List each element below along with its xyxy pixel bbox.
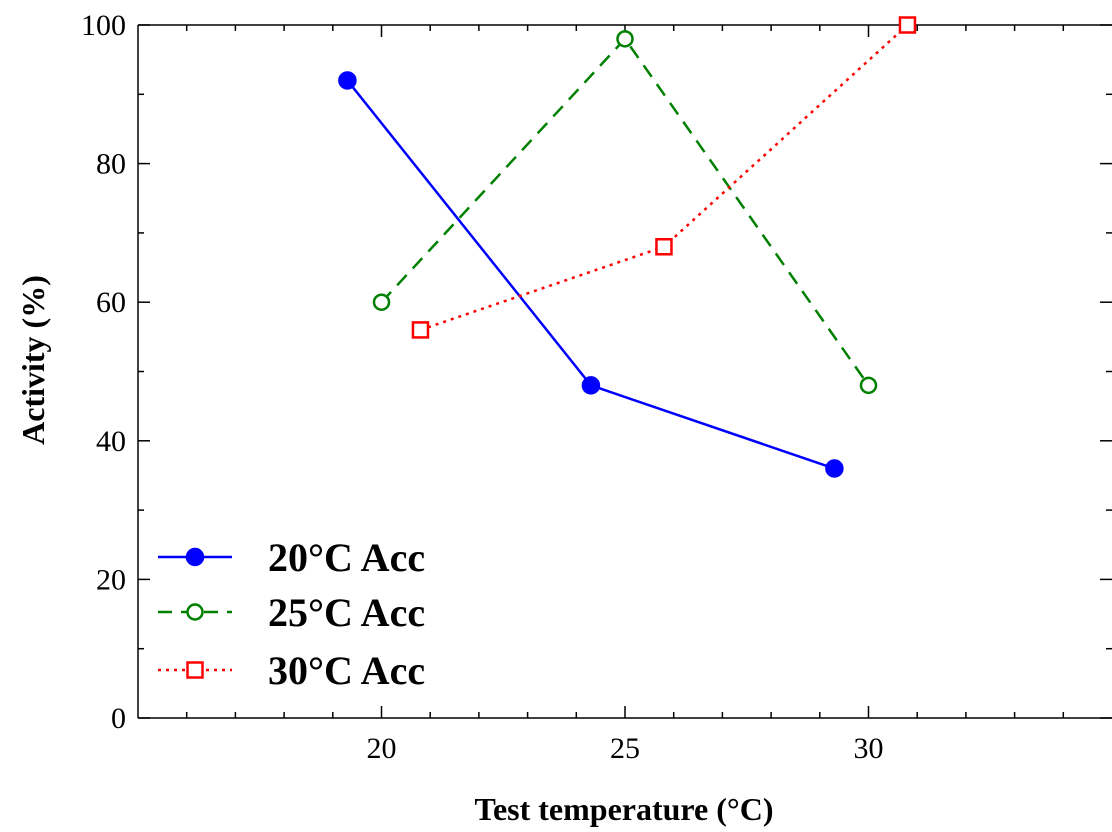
y-tick-label: 60 bbox=[96, 286, 126, 319]
data-point bbox=[655, 238, 673, 256]
legend-marker bbox=[186, 661, 204, 679]
legend-item: 25°C Acc bbox=[158, 590, 425, 635]
legend-label: 25°C Acc bbox=[268, 590, 425, 635]
data-point bbox=[825, 459, 844, 478]
y-tick-label: 0 bbox=[111, 702, 126, 735]
series-3 bbox=[411, 16, 917, 339]
y-axis-title: Activity (%) bbox=[15, 275, 51, 445]
y-tick-label: 20 bbox=[96, 563, 126, 596]
series-line bbox=[420, 24, 909, 332]
y-tick-label: 100 bbox=[81, 9, 126, 42]
legend-item: 30°C Acc bbox=[158, 648, 425, 693]
legend: 20°C Acc 25°C Acc 30°C Acc bbox=[158, 535, 425, 693]
legend-label: 20°C Acc bbox=[268, 535, 425, 580]
y-axis-ticks: 0 20 40 60 80 100 bbox=[81, 9, 1112, 735]
legend-marker bbox=[185, 547, 205, 567]
x-axis-ticks: 20 25 30 bbox=[185, 25, 1065, 765]
data-point bbox=[372, 293, 391, 311]
data-point bbox=[411, 321, 430, 339]
series-line bbox=[380, 36, 870, 387]
data-point bbox=[338, 71, 357, 90]
data-point bbox=[898, 16, 917, 34]
x-axis-title: Test temperature (°C) bbox=[475, 791, 774, 827]
data-point bbox=[859, 376, 878, 395]
legend-item: 20°C Acc bbox=[158, 535, 425, 580]
data-point bbox=[616, 30, 634, 48]
series-1 bbox=[338, 71, 844, 478]
series-line bbox=[346, 79, 835, 470]
legend-marker bbox=[186, 603, 204, 621]
y-tick-label: 80 bbox=[96, 148, 126, 181]
series-layer bbox=[338, 16, 917, 478]
data-point bbox=[581, 376, 601, 395]
x-tick-label: 30 bbox=[854, 732, 884, 765]
series-2 bbox=[372, 30, 878, 395]
x-tick-label: 25 bbox=[610, 732, 640, 765]
x-tick-label: 20 bbox=[367, 732, 397, 765]
y-tick-label: 40 bbox=[96, 425, 126, 458]
legend-label: 30°C Acc bbox=[268, 648, 425, 693]
